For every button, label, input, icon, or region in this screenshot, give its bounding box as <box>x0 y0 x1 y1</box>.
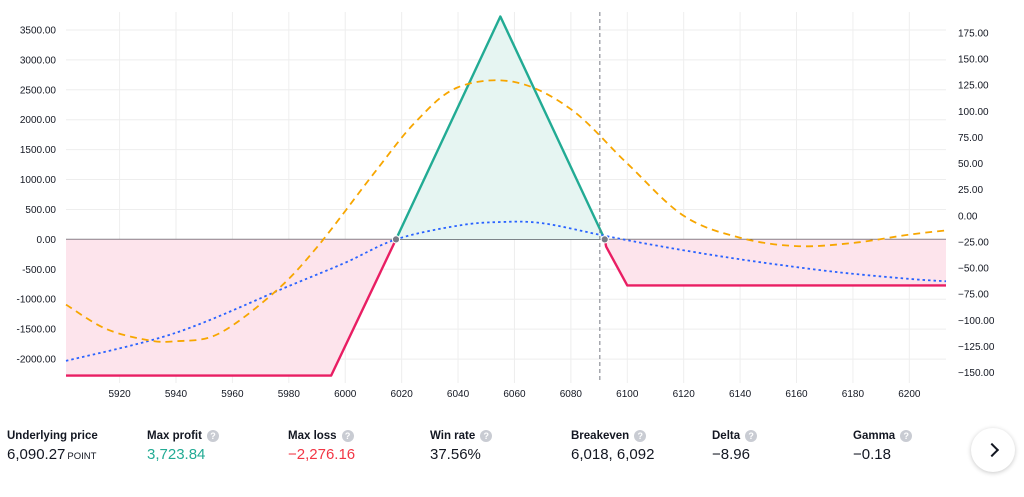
right-axis-tick-label: −125.00 <box>958 342 995 353</box>
stat-unit: POINT <box>67 451 97 462</box>
left-axis-tick-label: -1500.00 <box>17 325 57 336</box>
breakeven-marker <box>600 235 609 244</box>
left-axis-tick-label: 500.00 <box>25 205 56 216</box>
next-stats-button[interactable] <box>971 428 1015 472</box>
stat-label: Max profit <box>147 430 202 442</box>
stat-value: −0.18 <box>853 446 891 463</box>
chevron-right-icon <box>984 442 999 458</box>
stat-value: 6,018, 6,092 <box>571 446 655 463</box>
right-axis-tick-label: −100.00 <box>958 316 995 327</box>
right-axis-tick-label: 0.00 <box>958 211 978 222</box>
stat-value: −2,276.16 <box>288 446 356 463</box>
stat-label: Underlying price <box>7 430 98 442</box>
left-axis-tick-label: 1500.00 <box>20 145 57 156</box>
x-tick-label: 6100 <box>616 389 639 400</box>
stat-max-loss: Max loss? −2,276.16 <box>288 430 355 463</box>
stat-win-rate: Win rate? 37.56% <box>430 430 493 463</box>
stat-label: Max loss <box>288 430 337 442</box>
dotted-curve <box>65 220 947 362</box>
question-mark-circle-icon[interactable]: ? <box>745 430 758 442</box>
right-axis-tick-label: 75.00 <box>958 133 983 144</box>
x-tick-label: 5960 <box>221 389 244 400</box>
stat-breakeven: Breakeven? 6,018, 6,092 <box>571 430 654 463</box>
x-tick-label: 6000 <box>334 389 357 400</box>
x-tick-label: 5920 <box>108 389 131 400</box>
stat-label: Win rate <box>430 430 476 442</box>
question-mark-circle-icon[interactable]: ? <box>900 430 913 442</box>
right-axis-tick-label: 50.00 <box>958 159 983 170</box>
payoff-chart: 5920 5940 5960 5980 6000 6020 6040 6060 6080 6100… <box>17 12 995 400</box>
loss-area <box>66 239 946 376</box>
stat-max-profit: Max profit? 3,723.84 <box>147 430 219 463</box>
x-tick-label: 6060 <box>503 389 526 400</box>
question-mark-circle-icon[interactable]: ? <box>341 430 354 442</box>
x-tick-label: 6120 <box>673 389 696 400</box>
stat-underlying-price: Underlying price 6,090.27 POINT <box>7 430 98 463</box>
stat-gamma: Gamma? −0.18 <box>853 430 913 463</box>
left-axis-tick-label: -2000.00 <box>17 355 57 366</box>
right-axis-tick-label: 150.00 <box>958 55 989 66</box>
stat-value: 3,723.84 <box>147 446 206 463</box>
right-axis-tick-label: 125.00 <box>958 81 989 92</box>
question-mark-circle-icon[interactable]: ? <box>634 430 647 442</box>
right-axis-tick-label: −50.00 <box>958 264 989 275</box>
series-lines <box>65 12 947 383</box>
x-tick-label: 6080 <box>560 389 583 400</box>
stat-label: Breakeven <box>571 430 630 442</box>
axis-labels: 5920 5940 5960 5980 6000 6020 6040 6060 6080 6100… <box>17 25 995 400</box>
right-axis-tick-label: 175.00 <box>958 28 989 39</box>
payoff-profit-line <box>394 15 606 240</box>
right-axis-tick-label: 25.00 <box>958 185 983 196</box>
stat-delta: Delta? −8.96 <box>712 430 758 463</box>
left-axis-tick-label: 2500.00 <box>20 85 57 96</box>
x-tick-label: 5980 <box>278 389 301 400</box>
profit-area <box>396 16 605 240</box>
breakeven-marker <box>391 235 401 244</box>
x-tick-label: 6200 <box>898 389 921 400</box>
left-axis-tick-label: 3500.00 <box>20 25 57 36</box>
stat-value: 6,090.27 <box>7 446 66 463</box>
right-axis-tick-label: 100.00 <box>958 107 989 118</box>
left-axis-tick-label: -1000.00 <box>17 295 57 306</box>
x-tick-label: 6180 <box>842 389 865 400</box>
left-axis-tick-label: 0.00 <box>37 235 57 246</box>
x-tick-label: 5940 <box>165 389 188 400</box>
x-tick-label: 6020 <box>391 389 414 400</box>
left-axis-tick-label: 3000.00 <box>20 55 57 66</box>
x-tick-label: 6040 <box>447 389 470 400</box>
right-axis-tick-label: −25.00 <box>958 237 989 248</box>
right-axis-tick-label: −75.00 <box>958 290 989 301</box>
question-mark-circle-icon[interactable]: ? <box>206 430 219 442</box>
x-tick-label: 6160 <box>785 389 808 400</box>
profit-loss-fill <box>66 16 946 376</box>
stat-label: Gamma <box>853 430 896 442</box>
stat-label: Delta <box>712 430 741 442</box>
x-tick-label: 6140 <box>729 389 752 400</box>
right-axis-tick-label: −150.00 <box>958 368 995 379</box>
dashed-curve <box>65 79 947 343</box>
stat-value: −8.96 <box>712 446 750 463</box>
stats-bar: Underlying price 6,090.27 POINT Max profi… <box>0 430 960 480</box>
stat-value: 37.56% <box>430 446 481 463</box>
left-axis-tick-label: -500.00 <box>22 265 56 276</box>
left-axis-tick-label: 1000.00 <box>20 175 57 186</box>
left-axis-tick-label: 2000.00 <box>20 115 57 126</box>
question-mark-circle-icon[interactable]: ? <box>480 430 493 442</box>
